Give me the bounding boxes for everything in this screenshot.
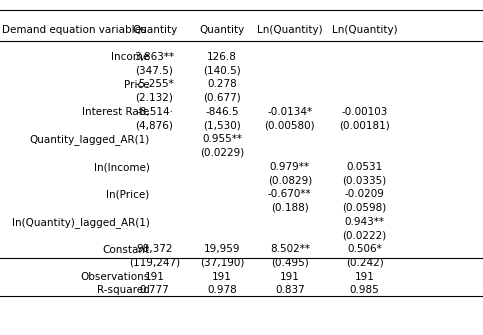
Text: 0.837: 0.837	[275, 285, 305, 295]
Text: Quantity: Quantity	[199, 25, 245, 35]
Text: Observations: Observations	[81, 272, 150, 282]
Text: (2.132): (2.132)	[136, 93, 173, 103]
Text: (37,190): (37,190)	[200, 258, 244, 268]
Text: ln(Income): ln(Income)	[94, 162, 150, 172]
Text: -846.5: -846.5	[205, 107, 239, 117]
Text: Price: Price	[124, 80, 150, 90]
Text: ln(Price): ln(Price)	[106, 190, 150, 200]
Text: 0.955**: 0.955**	[202, 134, 242, 144]
Text: 98,372: 98,372	[136, 244, 173, 254]
Text: (0.00181): (0.00181)	[339, 120, 390, 130]
Text: 191: 191	[144, 272, 165, 282]
Text: 191: 191	[212, 272, 232, 282]
Text: (0.0598): (0.0598)	[342, 203, 387, 213]
Text: (347.5): (347.5)	[136, 65, 173, 75]
Text: (0.495): (0.495)	[271, 258, 309, 268]
Text: 19,959: 19,959	[204, 244, 241, 254]
Text: 0.777: 0.777	[140, 285, 170, 295]
Text: 0.506*: 0.506*	[347, 244, 382, 254]
Text: -5.255*: -5.255*	[135, 79, 174, 89]
Text: 0.985: 0.985	[350, 285, 380, 295]
Text: (1,530): (1,530)	[203, 120, 241, 130]
Text: (0.188): (0.188)	[271, 203, 309, 213]
Text: 0.943**: 0.943**	[345, 217, 384, 227]
Text: (0.242): (0.242)	[346, 258, 384, 268]
Text: R-squared: R-squared	[97, 285, 150, 295]
Text: (0.0335): (0.0335)	[342, 175, 387, 185]
Text: 0.978: 0.978	[207, 285, 237, 295]
Text: 0.278: 0.278	[207, 79, 237, 89]
Text: -0.00103: -0.00103	[341, 107, 388, 117]
Text: (0.0829): (0.0829)	[268, 175, 312, 185]
Text: Quantity: Quantity	[132, 25, 177, 35]
Text: 191: 191	[355, 272, 375, 282]
Text: -8,514·: -8,514·	[136, 107, 173, 117]
Text: ln(Quantity)_lagged_AR(1): ln(Quantity)_lagged_AR(1)	[12, 217, 150, 227]
Text: (0.0229): (0.0229)	[200, 148, 244, 158]
Text: (4,876): (4,876)	[136, 120, 173, 130]
Text: -0.0134*: -0.0134*	[267, 107, 313, 117]
Text: 0.979**: 0.979**	[270, 162, 310, 172]
Text: Ln(Quantity): Ln(Quantity)	[257, 25, 323, 35]
Text: (0.0222): (0.0222)	[342, 230, 387, 240]
Text: (119,247): (119,247)	[129, 258, 180, 268]
Text: Income: Income	[112, 52, 150, 62]
Text: (0.677): (0.677)	[203, 93, 241, 103]
Text: -0.0209: -0.0209	[345, 189, 384, 199]
Text: 0.0531: 0.0531	[346, 162, 383, 172]
Text: (140.5): (140.5)	[203, 65, 241, 75]
Text: 3,863**: 3,863**	[134, 52, 175, 62]
Text: Interest Rate: Interest Rate	[83, 107, 150, 117]
Text: -0.670**: -0.670**	[268, 189, 312, 199]
Text: 191: 191	[280, 272, 300, 282]
Text: Quantity_lagged_AR(1): Quantity_lagged_AR(1)	[29, 134, 150, 145]
Text: 126.8: 126.8	[207, 52, 237, 62]
Text: 8.502**: 8.502**	[270, 244, 310, 254]
Text: (0.00580): (0.00580)	[265, 120, 315, 130]
Text: Ln(Quantity): Ln(Quantity)	[332, 25, 398, 35]
Text: Constant: Constant	[102, 245, 150, 255]
Text: Demand equation variables: Demand equation variables	[2, 25, 147, 35]
